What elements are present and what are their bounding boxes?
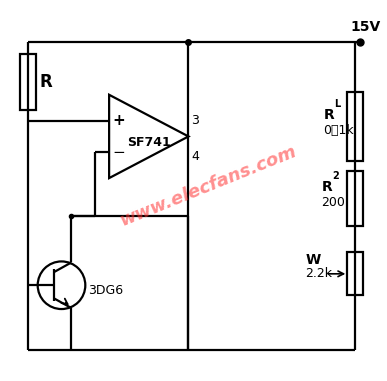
Text: 3: 3 xyxy=(192,114,199,127)
Text: 3DG6: 3DG6 xyxy=(88,284,123,297)
Text: 15V: 15V xyxy=(350,20,380,34)
Text: L: L xyxy=(334,99,341,109)
Text: SF741: SF741 xyxy=(127,136,171,149)
Text: 0～1k: 0～1k xyxy=(324,124,354,137)
Text: R: R xyxy=(324,107,334,122)
Text: 4: 4 xyxy=(192,150,199,163)
Text: 200: 200 xyxy=(321,196,345,209)
Text: 2.2k: 2.2k xyxy=(305,267,332,280)
Text: −: − xyxy=(113,145,125,160)
Bar xyxy=(347,92,363,161)
Text: 2: 2 xyxy=(332,171,339,181)
Text: www.elecfans.com: www.elecfans.com xyxy=(117,142,300,230)
Text: R: R xyxy=(40,73,52,91)
Bar xyxy=(347,171,363,226)
Text: +: + xyxy=(113,113,125,128)
Text: R: R xyxy=(321,179,332,194)
Bar xyxy=(347,253,363,295)
Bar xyxy=(20,54,36,110)
Text: W: W xyxy=(305,253,321,267)
